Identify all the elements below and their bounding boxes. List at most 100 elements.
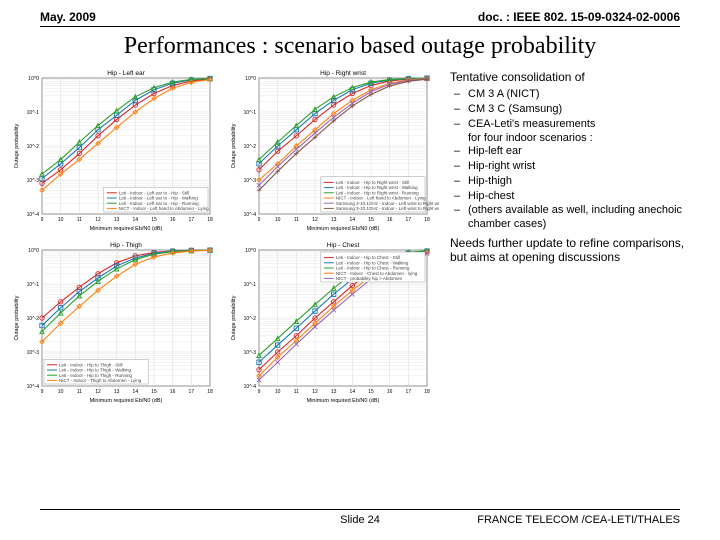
svg-text:Samsung 3-10.1GHz - Indoor - L: Samsung 3-10.1GHz - Indoor - Left wrist …	[336, 206, 439, 211]
footer-slide: Slide 24	[340, 514, 380, 526]
side-text: Tentative consolidation of CM 3 A (NICT)…	[440, 66, 712, 408]
svg-text:10^0: 10^0	[28, 76, 39, 82]
svg-text:10^-1: 10^-1	[244, 282, 257, 288]
svg-text:10: 10	[58, 389, 64, 395]
side-tail: Needs further update to refine compariso…	[450, 236, 704, 264]
chart-hip-chest: 910111213141516171810^-410^-310^-210^-11…	[225, 238, 439, 408]
side-lead: Tentative consolidation of	[450, 70, 704, 84]
svg-text:Hip - Thigh: Hip - Thigh	[110, 242, 142, 249]
side-item: CM 3 A (NICT)	[468, 88, 704, 102]
svg-text:13: 13	[114, 217, 120, 223]
svg-text:10^0: 10^0	[245, 248, 256, 254]
svg-text:10^-1: 10^-1	[27, 110, 40, 116]
svg-text:12: 12	[312, 389, 318, 395]
svg-text:14: 14	[133, 217, 139, 223]
svg-text:Minimum required Eb/N0 (dB): Minimum required Eb/N0 (dB)	[90, 226, 163, 232]
svg-text:Hip - Left ear: Hip - Left ear	[107, 70, 145, 77]
svg-text:10^-4: 10^-4	[27, 212, 40, 218]
side-mid: for four indoor scenarios :	[450, 132, 704, 144]
svg-text:16: 16	[387, 389, 393, 395]
svg-text:13: 13	[331, 389, 337, 395]
svg-text:Minimum required Eb/N0 (dB): Minimum required Eb/N0 (dB)	[307, 398, 380, 404]
side-item: (others available as well, including ane…	[468, 204, 704, 232]
svg-text:12: 12	[312, 217, 318, 223]
svg-text:10^-1: 10^-1	[244, 110, 257, 116]
svg-text:12: 12	[95, 217, 101, 223]
svg-text:18: 18	[207, 217, 213, 223]
svg-text:17: 17	[189, 389, 195, 395]
content: 9 10 11 12 13 14 15 16 17 18 10^-4 10^-3 10^-2 10^-1 1…	[0, 66, 720, 408]
svg-text:10^-1: 10^-1	[27, 282, 40, 288]
svg-text:12: 12	[95, 389, 101, 395]
svg-text:13: 13	[331, 217, 337, 223]
footer: Slide 24 FRANCE TELECOM /CEA-LETI/THALES	[40, 509, 680, 526]
side-item: CM 3 C (Samsung)	[468, 103, 704, 117]
svg-text:11: 11	[77, 389, 82, 395]
svg-text:14: 14	[350, 389, 356, 395]
chart-hip-right-wrist: 910111213141516171810^-410^-310^-210^-11…	[225, 66, 439, 236]
svg-text:Minimum required Eb/N0 (dB): Minimum required Eb/N0 (dB)	[90, 398, 163, 404]
svg-text:10^-3: 10^-3	[244, 350, 257, 356]
svg-text:10^-2: 10^-2	[27, 316, 40, 322]
svg-text:NICT - Indoor - Thigh to Abdom: NICT - Indoor - Thigh to Abdomen - Lying	[59, 378, 142, 383]
svg-text:9: 9	[258, 389, 261, 395]
svg-text:14: 14	[133, 389, 139, 395]
charts-grid: 9 10 11 12 13 14 15 16 17 18 10^-4 10^-3 10^-2 10^-1 1…	[8, 66, 440, 408]
svg-text:10^-3: 10^-3	[244, 178, 257, 184]
svg-text:10^-4: 10^-4	[27, 384, 40, 390]
svg-text:10^0: 10^0	[245, 76, 256, 82]
svg-text:15: 15	[151, 389, 157, 395]
side-item: Hip-right wrist	[468, 160, 704, 174]
footer-org: FRANCE TELECOM /CEA-LETI/THALES	[477, 514, 680, 526]
svg-text:Hip - Chest: Hip - Chest	[327, 242, 360, 249]
side-item: CEA-Leti's measurements	[468, 118, 704, 132]
svg-text:Hip - Right wrist: Hip - Right wrist	[320, 70, 366, 77]
header-doc: doc. : IEEE 802. 15-09-0324-02-0006	[478, 10, 680, 24]
svg-text:10^-2: 10^-2	[27, 144, 40, 150]
svg-text:16: 16	[170, 217, 176, 223]
svg-text:10: 10	[275, 389, 281, 395]
svg-text:10^-3: 10^-3	[27, 350, 40, 356]
svg-text:Outage probability: Outage probability	[14, 295, 20, 340]
svg-text:17: 17	[406, 389, 412, 395]
side-item: Hip-left ear	[468, 145, 704, 159]
side-scenarios-list: Hip-left ear Hip-right wrist Hip-thigh H…	[450, 145, 704, 232]
svg-text:18: 18	[207, 389, 213, 395]
side-item: Hip-chest	[468, 190, 704, 204]
svg-text:10^-2: 10^-2	[244, 316, 257, 322]
svg-text:10^-3: 10^-3	[27, 178, 40, 184]
svg-text:Outage probability: Outage probability	[231, 123, 237, 168]
svg-text:11: 11	[77, 217, 82, 223]
header-date: May. 2009	[40, 10, 96, 24]
chart-hip-thigh: 9 10 11 12 13 14 15 16 17 18 10^-4 10^-3 10^-2 10^-1 1…	[8, 238, 222, 408]
svg-text:NICT - Indoor - Left hand to A: NICT - Indoor - Left hand to Abdomen - L…	[119, 206, 209, 211]
side-consol-list: CM 3 A (NICT) CM 3 C (Samsung) CEA-Leti'…	[450, 88, 704, 131]
svg-text:14: 14	[350, 217, 356, 223]
chart-hip-left-ear: 910111213141516171810^-410^-310^-210^-11…	[8, 66, 222, 236]
svg-text:10: 10	[275, 217, 281, 223]
svg-text:15: 15	[368, 389, 374, 395]
svg-text:Minimum required Eb/N0 (dB): Minimum required Eb/N0 (dB)	[307, 226, 380, 232]
svg-text:10: 10	[58, 217, 64, 223]
svg-text:17: 17	[406, 217, 412, 223]
page-title: Performances : scenario based outage pro…	[10, 33, 710, 60]
header-rule	[40, 26, 680, 27]
svg-text:9: 9	[41, 217, 44, 223]
svg-text:16: 16	[170, 389, 176, 395]
svg-text:9: 9	[41, 389, 44, 395]
footer-rule	[40, 509, 680, 510]
svg-text:10^-4: 10^-4	[244, 384, 257, 390]
svg-text:10^-4: 10^-4	[244, 212, 257, 218]
svg-text:10^0: 10^0	[28, 248, 39, 254]
svg-text:16: 16	[387, 217, 393, 223]
svg-text:NICT - probability hip > Abdom: NICT - probability hip > Abdomen	[336, 276, 403, 281]
svg-text:11: 11	[294, 389, 299, 395]
svg-text:13: 13	[114, 389, 120, 395]
svg-text:9: 9	[258, 217, 261, 223]
svg-text:15: 15	[368, 217, 374, 223]
svg-text:15: 15	[151, 217, 157, 223]
side-item: Hip-thigh	[468, 175, 704, 189]
svg-text:11: 11	[294, 217, 299, 223]
svg-text:Outage probability: Outage probability	[14, 123, 20, 168]
svg-text:18: 18	[424, 217, 430, 223]
